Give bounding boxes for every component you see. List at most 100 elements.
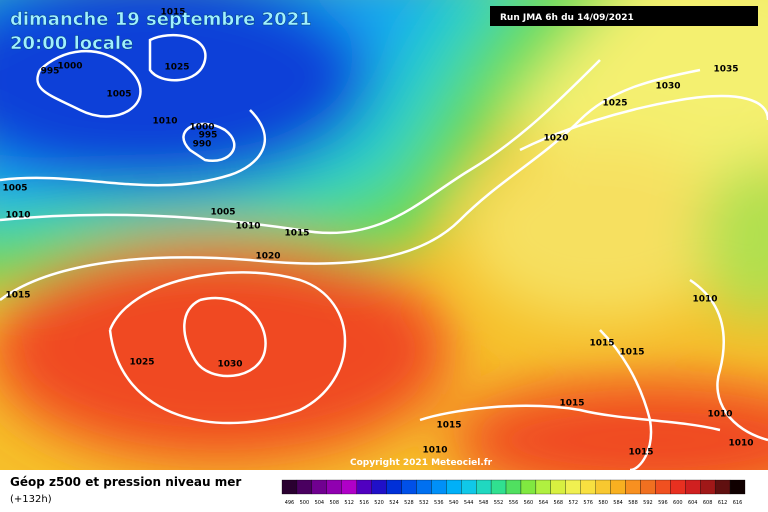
colorbar-cell <box>610 479 626 495</box>
colorbar-cell <box>371 479 387 495</box>
colorbar-cell <box>595 479 611 495</box>
colorbar-label: 560 <box>524 500 534 506</box>
colorbar-label: 504 <box>315 500 325 506</box>
colorbar-cell <box>416 479 432 495</box>
isobar-label: 1015 <box>619 348 644 358</box>
date-title: dimanche 19 septembre 2021 <box>10 9 312 30</box>
colorbar-label: 584 <box>613 500 623 506</box>
colorbar-label: 552 <box>494 500 504 506</box>
colorbar-cell <box>356 479 372 495</box>
colorbar-cell <box>520 479 537 495</box>
isobar-label: 1010 <box>5 211 30 221</box>
isobar-label: 995 <box>199 131 218 141</box>
colorbar-cell <box>341 479 357 495</box>
isobar-label: 1030 <box>217 360 242 370</box>
colorbar-cell <box>565 479 581 495</box>
colorbar-cell <box>640 479 656 495</box>
run-info: Run JMA 6h du 14/09/2021 <box>500 13 634 23</box>
isobar-label: 1000 <box>189 123 214 133</box>
colorbar-label: 564 <box>539 500 549 506</box>
field: 995 1000 1025 1015 1005 1010 1000 995 99… <box>0 0 768 470</box>
colorbar-cell <box>461 479 477 495</box>
colorbar-label: 592 <box>643 500 653 506</box>
colorbar-label: 524 <box>389 500 399 506</box>
colorbar-cell <box>505 479 522 495</box>
colorbar-label: 608 <box>703 500 713 506</box>
colorbar-cell <box>685 479 701 495</box>
colorbar-label: 576 <box>583 500 593 506</box>
isobar-label: 990 <box>193 140 212 150</box>
isobar-label: 1015 <box>436 421 461 431</box>
colorbar-cell <box>311 479 327 495</box>
colorbar-label: 596 <box>658 500 668 506</box>
isobar-label: 995 <box>41 67 60 77</box>
colorbar-label: 508 <box>330 500 340 506</box>
isobar-label: 1015 <box>559 399 584 409</box>
colorbar-cell <box>625 479 641 495</box>
isobar-label: 1010 <box>728 439 753 449</box>
colorbar-cell <box>729 479 746 495</box>
colorbar-label: 572 <box>568 500 578 506</box>
colorbar-cell <box>476 479 492 495</box>
isobar-label: 1010 <box>692 295 717 305</box>
colorbar-label: 612 <box>718 500 728 506</box>
colorbar-label: 496 <box>285 500 295 506</box>
colorbar-cell <box>386 479 402 495</box>
copyright: Copyright 2021 Meteociel.fr <box>350 458 493 468</box>
colorbar-label: 616 <box>733 500 743 506</box>
isobar-label: 1010 <box>235 222 260 232</box>
isobar-label: 1025 <box>129 358 154 368</box>
colorbar-label: 556 <box>509 500 519 506</box>
colorbar-label: 568 <box>554 500 564 506</box>
colorbar-cell <box>550 479 566 495</box>
run-box <box>490 6 758 26</box>
colorbar-label: 544 <box>464 500 474 506</box>
isobar-label: 1025 <box>164 63 189 73</box>
colorbar-cell <box>326 479 342 495</box>
isobar-label: 1020 <box>255 252 280 262</box>
isobar-label: 1005 <box>2 184 27 194</box>
colorbar: 496 500 504 508 512 516 520 524 528 532 536 540 544 5… <box>281 479 746 506</box>
colorbar-cell <box>296 479 313 495</box>
isobar-label: 1025 <box>602 99 627 109</box>
colorbar-label: 500 <box>300 500 310 506</box>
colorbar-cell <box>446 479 462 495</box>
colorbar-label: 536 <box>434 500 444 506</box>
isobar-label: 1005 <box>106 90 131 100</box>
isobar-label: 1015 <box>160 8 185 18</box>
colorbar-cell <box>700 479 716 495</box>
colorbar-cell <box>281 479 298 495</box>
colorbar-cell <box>580 479 596 495</box>
colorbar-label: 588 <box>628 500 638 506</box>
colorbar-label: 528 <box>404 500 414 506</box>
isobar-labels: 995 1000 1025 1015 1005 1010 1000 995 99… <box>2 8 753 458</box>
isobar-label: 1015 <box>628 448 653 458</box>
colorbar-label: 600 <box>673 500 683 506</box>
colorbar-label: 512 <box>344 500 354 506</box>
colorbar-cell <box>714 479 731 495</box>
isobar-label: 1000 <box>57 62 82 72</box>
isobar-label: 1030 <box>655 82 680 92</box>
legend-subtitle: (+132h) <box>10 494 52 505</box>
isobar-label: 1015 <box>5 291 30 301</box>
colorbar-label: 540 <box>449 500 459 506</box>
isobar-label: 1020 <box>543 134 568 144</box>
colorbar-label: 604 <box>688 500 698 506</box>
isobar-label: 1010 <box>152 117 177 127</box>
isobar-label: 1010 <box>707 410 732 420</box>
colorbar-cell <box>401 479 417 495</box>
time-title: 20:00 locale <box>10 33 133 54</box>
colorbar-cell <box>670 479 686 495</box>
colorbar-label: 516 <box>359 500 369 506</box>
colorbar-cell <box>535 479 551 495</box>
isobar-label: 1035 <box>713 65 738 75</box>
colorbar-label: 580 <box>598 500 608 506</box>
colorbar-label: 548 <box>479 500 489 506</box>
legend-title: Géop z500 et pression niveau mer <box>10 475 241 489</box>
isobar-label: 1015 <box>589 339 614 349</box>
colorbar-label: 520 <box>374 500 384 506</box>
isobar-label: 1015 <box>284 229 309 239</box>
colorbar-cell <box>431 479 447 495</box>
isobar-label: 1010 <box>422 446 447 456</box>
